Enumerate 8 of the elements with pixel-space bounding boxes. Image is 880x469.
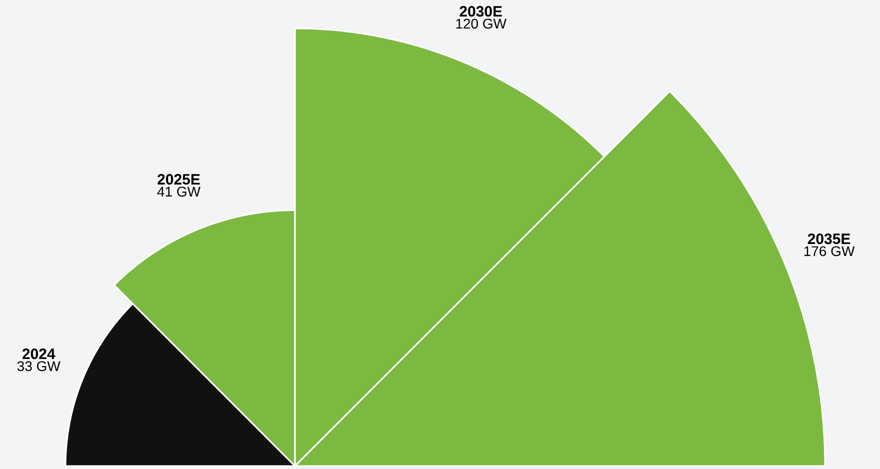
data-label: 176 GW	[804, 246, 855, 256]
category-label: 2035E	[808, 234, 850, 244]
category-label: 2024	[22, 348, 56, 360]
category-label: 2030E	[460, 6, 502, 17]
data-label: 120 GW	[456, 18, 506, 29]
data-label: 41 GW	[157, 186, 200, 197]
category-label: 2025E	[158, 174, 200, 185]
data-label: 33 GW	[17, 361, 60, 372]
